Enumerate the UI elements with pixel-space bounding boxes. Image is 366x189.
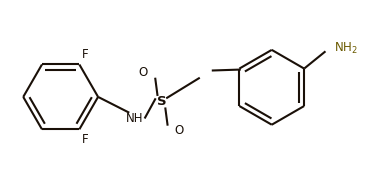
Text: O: O bbox=[139, 66, 148, 79]
Text: F: F bbox=[82, 133, 89, 146]
Text: O: O bbox=[175, 124, 184, 137]
Text: F: F bbox=[82, 48, 89, 61]
Text: NH: NH bbox=[126, 112, 144, 125]
Text: NH$_2$: NH$_2$ bbox=[334, 41, 358, 57]
Text: S: S bbox=[157, 95, 166, 108]
